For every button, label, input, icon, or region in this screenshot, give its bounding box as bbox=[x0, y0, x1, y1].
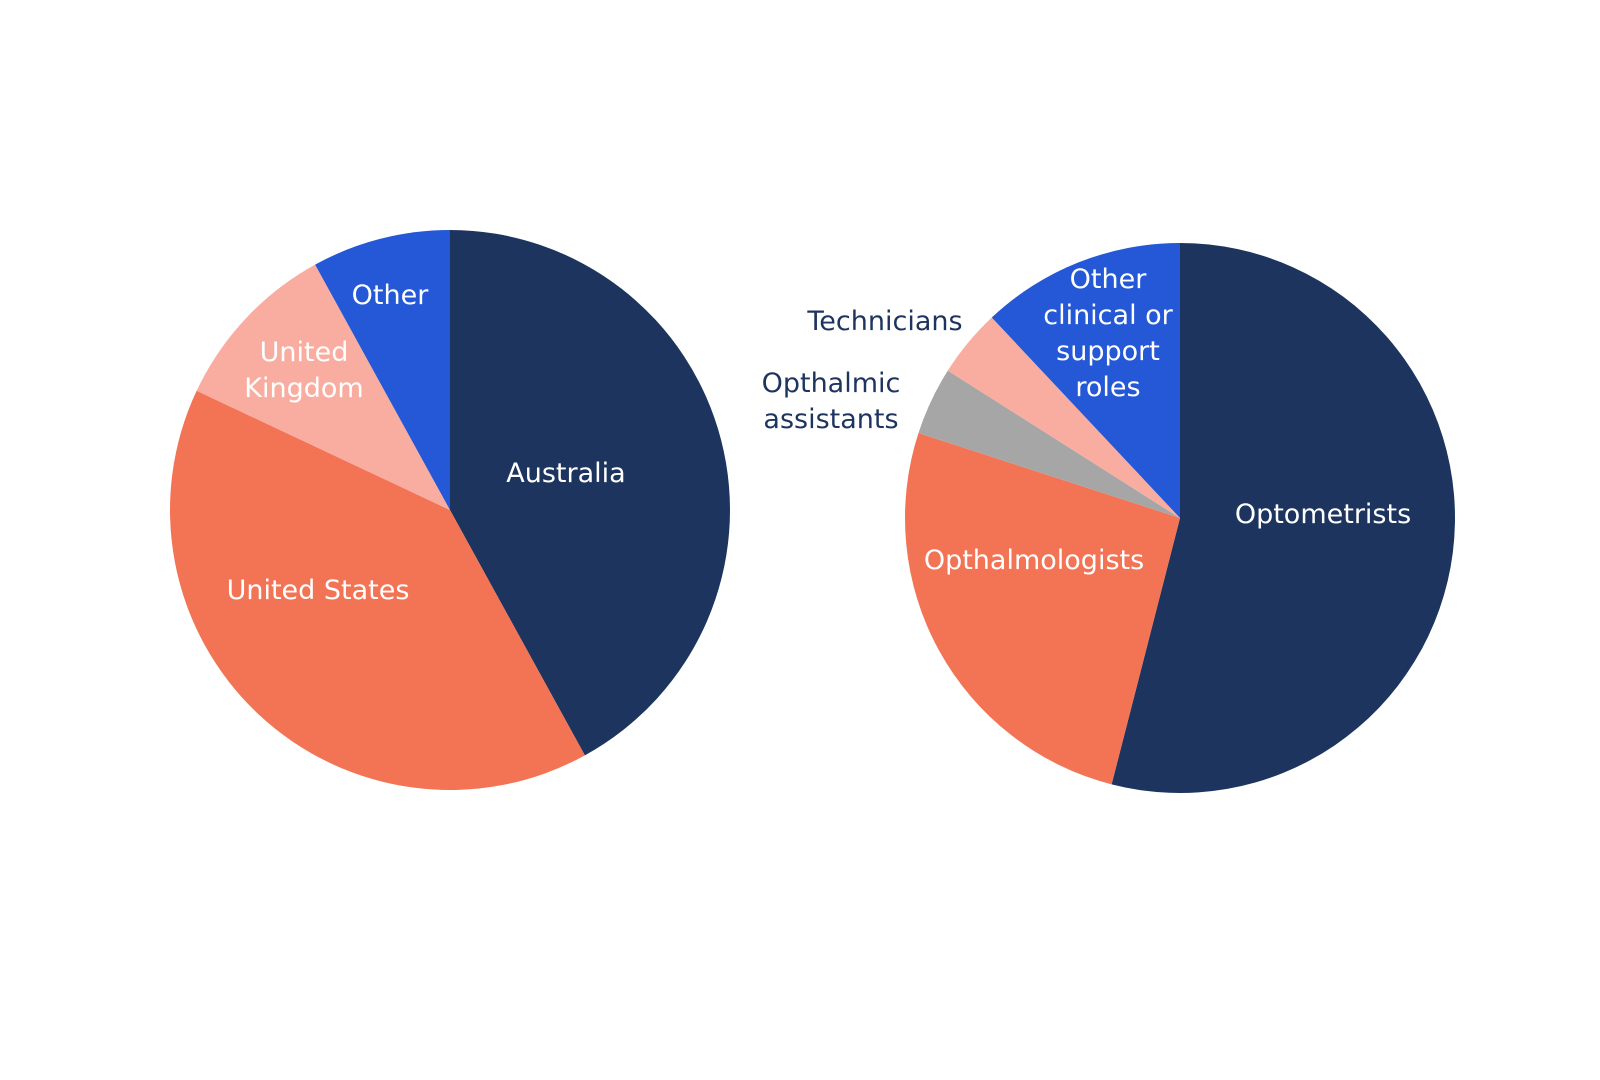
pie-slice bbox=[1111, 243, 1455, 793]
pie-slice bbox=[315, 230, 450, 510]
pie-slice bbox=[170, 390, 585, 790]
pie-slice bbox=[450, 230, 730, 756]
slice-label: Opthalmic assistants bbox=[761, 368, 901, 435]
pie-slice bbox=[196, 264, 450, 510]
pie-slice bbox=[991, 243, 1180, 518]
slice-label: Other bbox=[351, 280, 429, 311]
slice-label: Technicians bbox=[807, 306, 963, 337]
slice-label: Opthalmologists bbox=[923, 545, 1145, 576]
slice-label: United States bbox=[226, 575, 410, 606]
pie-slice bbox=[904, 433, 1180, 785]
slice-label: Optometrists bbox=[1234, 499, 1412, 530]
slice-label: Australia bbox=[506, 458, 626, 489]
slice-label: Other clinical or support roles bbox=[1043, 264, 1173, 403]
pie-slice bbox=[947, 317, 1180, 518]
pie-slice bbox=[918, 370, 1180, 518]
slice-label: United Kingdom bbox=[244, 337, 364, 404]
